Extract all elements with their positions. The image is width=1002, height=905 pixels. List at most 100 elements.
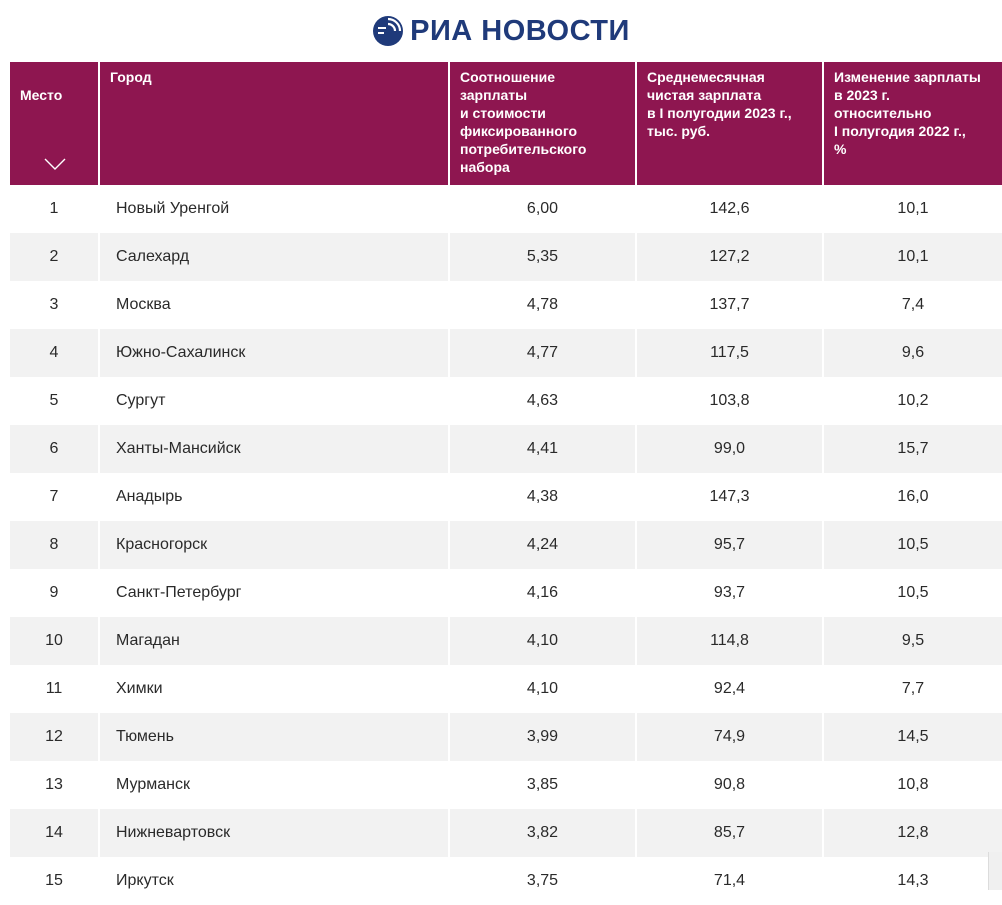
rank-cell: 12 [10, 713, 98, 761]
rank-cell: 9 [10, 569, 98, 617]
table-row: 9 Санкт-Петербург 4,16 93,7 10,5 [10, 569, 1002, 617]
column-header-rank-label: Место [20, 87, 63, 103]
ratio-cell: 6,00 [448, 185, 635, 233]
ratio-cell: 4,24 [448, 521, 635, 569]
chevron-down-icon[interactable] [44, 158, 66, 170]
ratio-cell: 3,85 [448, 761, 635, 809]
city-cell: Ханты-Мансийск [98, 425, 448, 473]
change-cell: 10,5 [822, 569, 1002, 617]
rank-cell: 4 [10, 329, 98, 377]
ratio-cell: 4,78 [448, 281, 635, 329]
ria-globe-icon [373, 16, 404, 46]
city-rating-table: Место Город Соотношение зарплаты и стоим… [10, 62, 1002, 905]
salary-cell: 99,0 [635, 425, 822, 473]
table-row: 15 Иркутск 3,75 71,4 14,3 [10, 857, 1002, 905]
ria-logo[interactable]: РИА НОВОСТИ [372, 15, 630, 47]
column-header-salary[interactable]: Среднемесячная чистая зарплата в I полуг… [635, 62, 822, 185]
city-cell: Анадырь [98, 473, 448, 521]
rank-cell: 1 [10, 185, 98, 233]
ratio-cell: 3,82 [448, 809, 635, 857]
city-cell: Тюмень [98, 713, 448, 761]
salary-cell: 71,4 [635, 857, 822, 905]
city-cell: Красногорск [98, 521, 448, 569]
ratio-cell: 4,16 [448, 569, 635, 617]
table-row: 6 Ханты-Мансийск 4,41 99,0 15,7 [10, 425, 1002, 473]
ratio-cell: 5,35 [448, 233, 635, 281]
salary-cell: 103,8 [635, 377, 822, 425]
city-cell: Сургут [98, 377, 448, 425]
table-row: 5 Сургут 4,63 103,8 10,2 [10, 377, 1002, 425]
rank-cell: 15 [10, 857, 98, 905]
city-cell: Новый Уренгой [98, 185, 448, 233]
brand-name: РИА НОВОСТИ [410, 14, 630, 47]
ratio-cell: 3,99 [448, 713, 635, 761]
rank-cell: 7 [10, 473, 98, 521]
city-cell: Мурманск [98, 761, 448, 809]
salary-cell: 95,7 [635, 521, 822, 569]
header-logo-bar: РИА НОВОСТИ [0, 0, 1002, 62]
scroll-handle[interactable] [988, 852, 1002, 890]
table-header-row: Место Город Соотношение зарплаты и стоим… [10, 62, 1002, 185]
rank-cell: 14 [10, 809, 98, 857]
rank-cell: 6 [10, 425, 98, 473]
ratio-cell: 4,41 [448, 425, 635, 473]
change-cell: 16,0 [822, 473, 1002, 521]
ratio-cell: 4,63 [448, 377, 635, 425]
change-cell: 9,5 [822, 617, 1002, 665]
city-cell: Москва [98, 281, 448, 329]
salary-cell: 137,7 [635, 281, 822, 329]
column-header-rank[interactable]: Место [10, 62, 98, 185]
table-row: 11 Химки 4,10 92,4 7,7 [10, 665, 1002, 713]
city-cell: Химки [98, 665, 448, 713]
table-row: 4 Южно-Сахалинск 4,77 117,5 9,6 [10, 329, 1002, 377]
table-row: 13 Мурманск 3,85 90,8 10,8 [10, 761, 1002, 809]
table-row: 8 Красногорск 4,24 95,7 10,5 [10, 521, 1002, 569]
column-header-ratio[interactable]: Соотношение зарплаты и стоимости фиксиро… [448, 62, 635, 185]
rank-cell: 10 [10, 617, 98, 665]
ratio-cell: 4,10 [448, 665, 635, 713]
ratio-cell: 4,77 [448, 329, 635, 377]
ratio-cell: 4,10 [448, 617, 635, 665]
change-cell: 9,6 [822, 329, 1002, 377]
rank-cell: 5 [10, 377, 98, 425]
table-row: 1 Новый Уренгой 6,00 142,6 10,1 [10, 185, 1002, 233]
table-row: 14 Нижневартовск 3,82 85,7 12,8 [10, 809, 1002, 857]
rank-cell: 13 [10, 761, 98, 809]
change-cell: 10,2 [822, 377, 1002, 425]
change-cell: 12,8 [822, 809, 1002, 857]
column-header-city[interactable]: Город [98, 62, 448, 185]
change-cell: 10,1 [822, 233, 1002, 281]
salary-cell: 74,9 [635, 713, 822, 761]
change-cell: 15,7 [822, 425, 1002, 473]
salary-cell: 114,8 [635, 617, 822, 665]
city-cell: Санкт-Петербург [98, 569, 448, 617]
change-cell: 10,5 [822, 521, 1002, 569]
change-cell: 7,7 [822, 665, 1002, 713]
salary-cell: 93,7 [635, 569, 822, 617]
ratio-cell: 3,75 [448, 857, 635, 905]
change-cell: 7,4 [822, 281, 1002, 329]
table-row: 12 Тюмень 3,99 74,9 14,5 [10, 713, 1002, 761]
city-cell: Салехард [98, 233, 448, 281]
column-header-change[interactable]: Изменение зарплаты в 2023 г. относительн… [822, 62, 1002, 185]
city-cell: Магадан [98, 617, 448, 665]
salary-cell: 142,6 [635, 185, 822, 233]
city-cell: Южно-Сахалинск [98, 329, 448, 377]
table-row: 2 Салехард 5,35 127,2 10,1 [10, 233, 1002, 281]
salary-cell: 147,3 [635, 473, 822, 521]
rank-cell: 11 [10, 665, 98, 713]
salary-cell: 117,5 [635, 329, 822, 377]
salary-cell: 92,4 [635, 665, 822, 713]
ratio-cell: 4,38 [448, 473, 635, 521]
salary-cell: 127,2 [635, 233, 822, 281]
change-cell: 10,8 [822, 761, 1002, 809]
rank-cell: 8 [10, 521, 98, 569]
rank-cell: 3 [10, 281, 98, 329]
change-cell: 14,5 [822, 713, 1002, 761]
change-cell: 14,3 [822, 857, 1002, 905]
table-row: 7 Анадырь 4,38 147,3 16,0 [10, 473, 1002, 521]
city-cell: Нижневартовск [98, 809, 448, 857]
salary-cell: 85,7 [635, 809, 822, 857]
change-cell: 10,1 [822, 185, 1002, 233]
table-row: 10 Магадан 4,10 114,8 9,5 [10, 617, 1002, 665]
